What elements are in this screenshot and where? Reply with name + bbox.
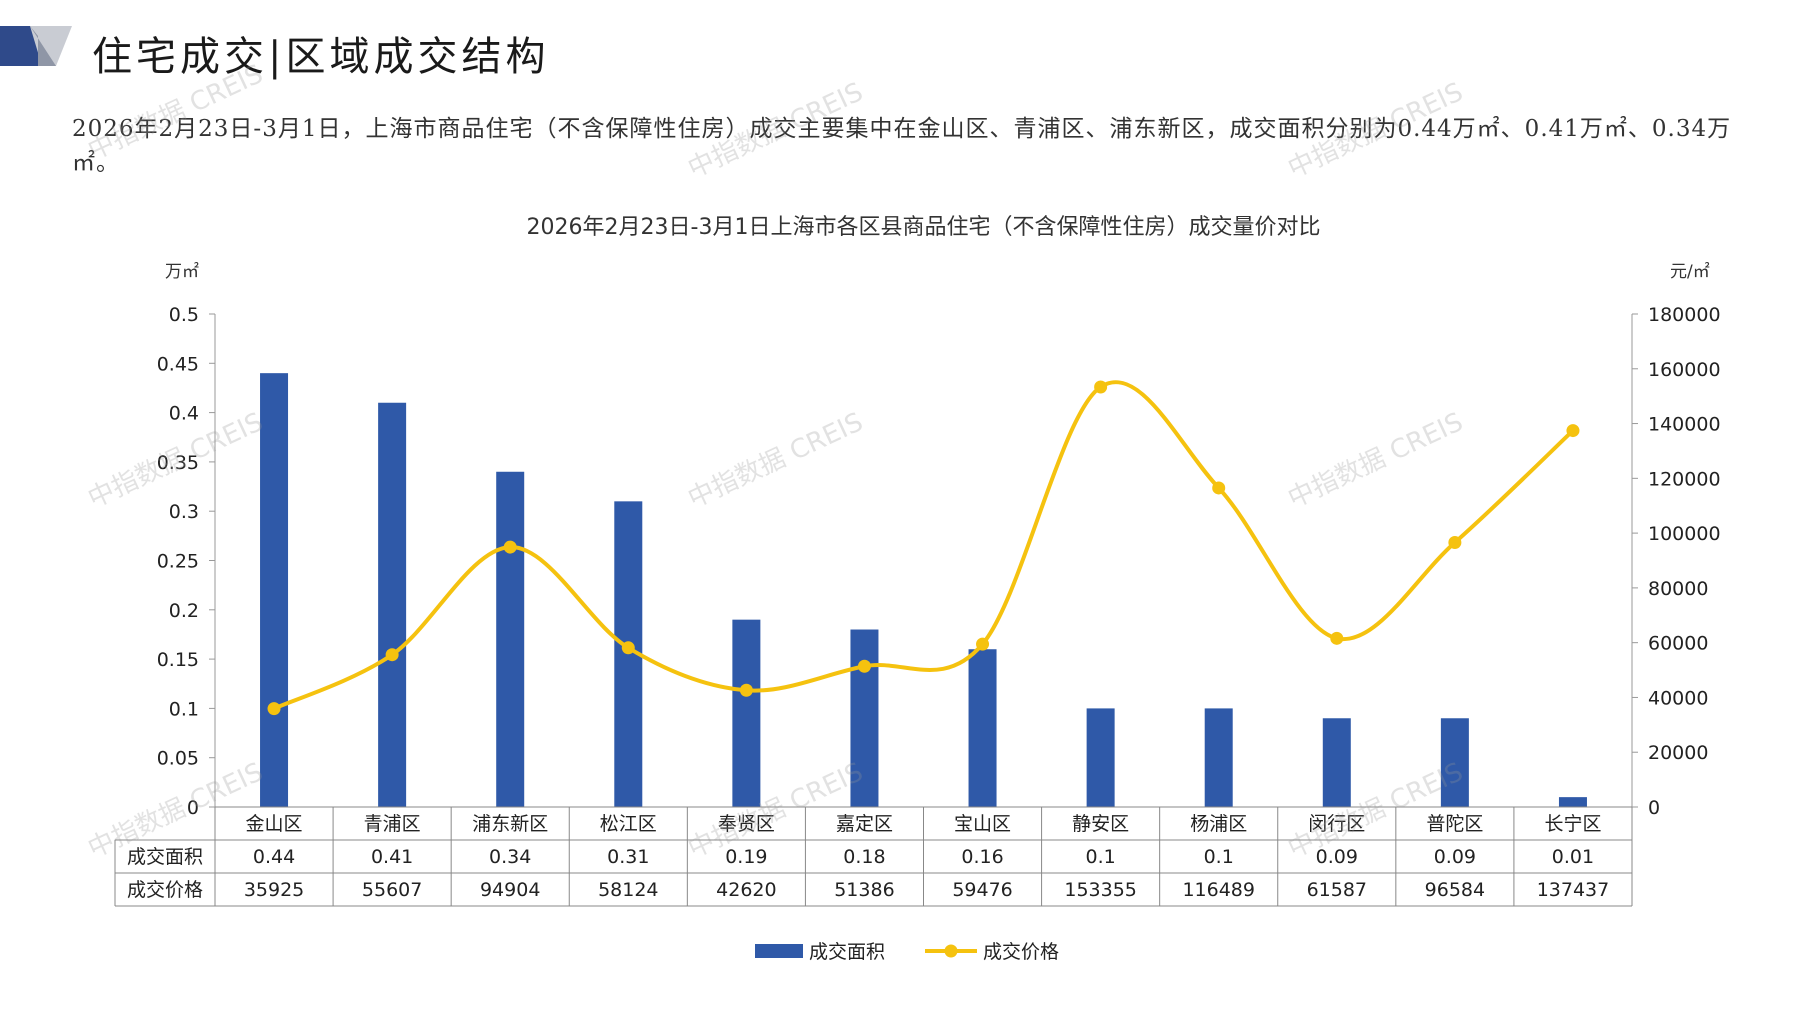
category-label: 奉贤区	[718, 813, 775, 835]
table-cell-area: 0.09	[1434, 846, 1476, 868]
left-tick-label: 0.3	[169, 501, 199, 523]
right-tick-label: 100000	[1648, 523, 1721, 545]
line-point	[1330, 631, 1344, 645]
left-tick-label: 0.2	[169, 600, 199, 622]
table-cell-area: 0.1	[1086, 846, 1116, 868]
bar-成交面积	[732, 619, 761, 807]
table-cell-area: 0.19	[725, 846, 767, 868]
chart-svg: 2026年2月23日-3月1日上海市各区县商品住宅（不含保障性住房）成交量价对比…	[114, 215, 1721, 963]
right-tick-label: 80000	[1648, 578, 1708, 600]
category-label: 浦东新区	[472, 813, 548, 835]
table-cell-price: 61587	[1307, 879, 1367, 901]
page-header: 住宅成交|区域成交结构	[0, 22, 1797, 82]
bar-成交面积	[1440, 718, 1469, 807]
bar-成交面积	[968, 649, 997, 807]
category-label: 青浦区	[364, 813, 421, 835]
table-cell-price: 153355	[1064, 879, 1137, 901]
left-tick-label: 0.25	[157, 551, 199, 573]
right-tick-label: 60000	[1648, 633, 1708, 655]
table-cell-price: 55607	[362, 879, 422, 901]
left-tick-label: 0.15	[157, 649, 199, 671]
line-point	[385, 648, 399, 662]
right-tick-label: 140000	[1648, 414, 1721, 436]
table-cell-price: 35925	[244, 879, 304, 901]
bar-成交面积	[1204, 708, 1233, 807]
bar-成交面积	[1558, 797, 1587, 807]
logo-icon	[0, 26, 72, 66]
table-cell-price: 59476	[952, 879, 1012, 901]
table-cell-price: 94904	[480, 879, 540, 901]
bar-成交面积	[378, 402, 407, 807]
left-tick-label: 0.45	[157, 353, 199, 375]
line-point	[503, 540, 517, 554]
legend-label: 成交面积	[809, 941, 885, 963]
category-label: 宝山区	[954, 813, 1011, 835]
left-tick-label: 0	[187, 797, 199, 819]
page-title: 住宅成交|区域成交结构	[92, 34, 550, 80]
line-point	[267, 702, 281, 716]
left-tick-label: 0.4	[169, 403, 199, 425]
table-cell-price: 58124	[598, 879, 658, 901]
bar-成交面积	[496, 471, 525, 807]
category-label: 松江区	[600, 813, 657, 835]
line-point	[1448, 535, 1462, 549]
table-cell-area: 0.1	[1204, 846, 1234, 868]
table-cell-area: 0.31	[607, 846, 649, 868]
line-point	[1094, 380, 1108, 394]
summary-text: 2026年2月23日-3月1日，上海市商品住宅（不含保障性住房）成交主要集中在金…	[72, 116, 1732, 176]
category-label: 普陀区	[1426, 813, 1483, 835]
legend-swatch-bar	[755, 944, 803, 958]
table-cell-price: 96584	[1425, 879, 1485, 901]
right-tick-label: 0	[1648, 797, 1660, 819]
left-tick-label: 0.1	[169, 698, 199, 720]
category-label: 闵行区	[1308, 813, 1365, 835]
right-tick-label: 20000	[1648, 742, 1708, 764]
left-tick-label: 0.35	[157, 452, 199, 474]
right-tick-label: 120000	[1648, 468, 1721, 490]
category-label: 长宁区	[1544, 813, 1601, 835]
line-point	[621, 641, 635, 655]
table-cell-price: 116489	[1182, 879, 1255, 901]
left-axis-unit: 万㎡	[165, 262, 199, 282]
table-cell-price: 51386	[834, 879, 894, 901]
line-point	[1212, 481, 1226, 495]
table-cell-price: 137437	[1537, 879, 1610, 901]
line-point	[857, 659, 871, 673]
table-cell-area: 0.44	[253, 846, 295, 868]
line-point	[976, 637, 990, 651]
legend-swatch-point	[944, 944, 958, 958]
table-cell-area: 0.18	[843, 846, 885, 868]
left-tick-label: 0.05	[157, 748, 199, 770]
table-cell-area: 0.09	[1316, 846, 1358, 868]
left-tick-label: 0.5	[169, 304, 199, 326]
chart-container: 2026年2月23日-3月1日上海市各区县商品住宅（不含保障性住房）成交量价对比…	[0, 200, 1797, 980]
legend-label: 成交价格	[983, 941, 1059, 963]
table-cell-area: 0.34	[489, 846, 531, 868]
category-label: 金山区	[246, 813, 303, 835]
right-tick-label: 40000	[1648, 687, 1708, 709]
table-cell-price: 42620	[716, 879, 776, 901]
category-label: 杨浦区	[1190, 813, 1247, 835]
line-成交价格	[273, 380, 1575, 711]
bar-成交面积	[850, 629, 879, 807]
right-tick-label: 180000	[1648, 304, 1721, 326]
table-row-header: 成交价格	[127, 879, 203, 901]
table-cell-area: 0.16	[961, 846, 1003, 868]
right-tick-label: 160000	[1648, 359, 1721, 381]
category-label: 静安区	[1072, 813, 1129, 835]
bar-成交面积	[1086, 708, 1115, 807]
category-label: 嘉定区	[836, 813, 893, 835]
right-axis-unit: 元/㎡	[1670, 262, 1710, 282]
table-row-header: 成交面积	[127, 846, 203, 868]
bar-成交面积	[1322, 718, 1351, 807]
line-point	[1566, 424, 1580, 438]
table-cell-area: 0.41	[371, 846, 413, 868]
chart-title: 2026年2月23日-3月1日上海市各区县商品住宅（不含保障性住房）成交量价对比	[527, 215, 1321, 240]
table-cell-area: 0.01	[1552, 846, 1594, 868]
line-point	[739, 683, 753, 697]
bar-成交面积	[260, 373, 289, 807]
